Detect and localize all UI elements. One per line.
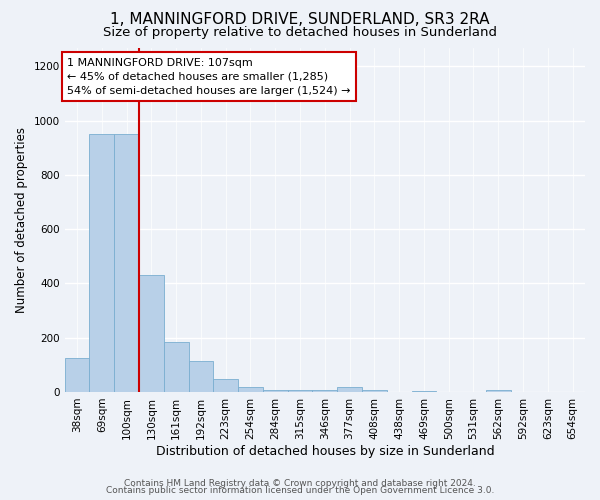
Bar <box>238 386 263 392</box>
Bar <box>337 386 362 392</box>
Text: 1 MANNINGFORD DRIVE: 107sqm
← 45% of detached houses are smaller (1,285)
54% of : 1 MANNINGFORD DRIVE: 107sqm ← 45% of det… <box>67 58 351 96</box>
Text: Contains HM Land Registry data © Crown copyright and database right 2024.: Contains HM Land Registry data © Crown c… <box>124 478 476 488</box>
Bar <box>362 390 387 392</box>
Text: 1, MANNINGFORD DRIVE, SUNDERLAND, SR3 2RA: 1, MANNINGFORD DRIVE, SUNDERLAND, SR3 2R… <box>110 12 490 28</box>
Text: Contains public sector information licensed under the Open Government Licence 3.: Contains public sector information licen… <box>106 486 494 495</box>
Bar <box>412 390 436 392</box>
Bar <box>164 342 188 392</box>
Bar <box>188 361 214 392</box>
Bar <box>486 390 511 392</box>
Bar <box>214 379 238 392</box>
Bar <box>114 134 139 392</box>
Text: Size of property relative to detached houses in Sunderland: Size of property relative to detached ho… <box>103 26 497 39</box>
X-axis label: Distribution of detached houses by size in Sunderland: Distribution of detached houses by size … <box>155 444 494 458</box>
Bar <box>287 390 313 392</box>
Bar <box>89 134 114 392</box>
Bar <box>263 390 287 392</box>
Bar <box>313 390 337 392</box>
Bar <box>65 358 89 392</box>
Y-axis label: Number of detached properties: Number of detached properties <box>15 126 28 312</box>
Bar <box>139 276 164 392</box>
